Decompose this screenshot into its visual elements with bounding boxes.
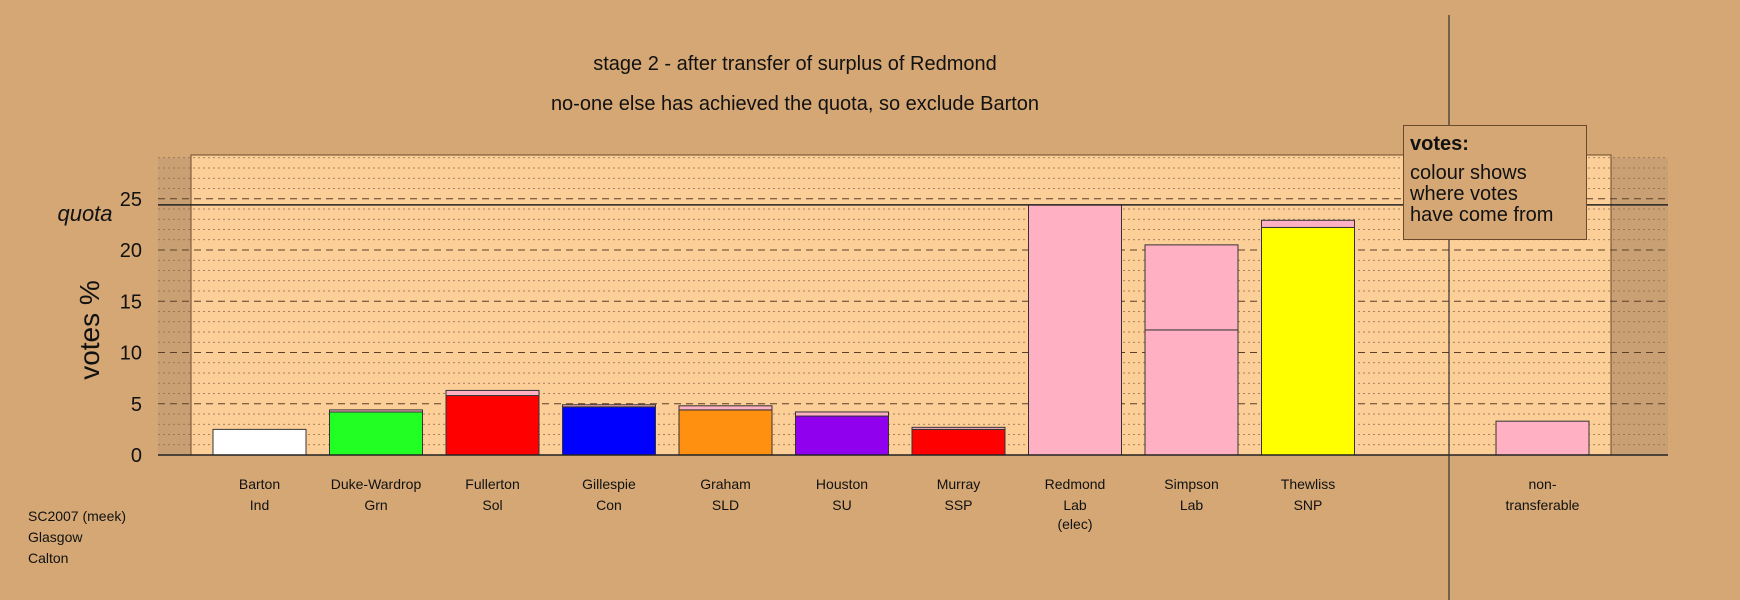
candidate-party-label: SNP (1294, 497, 1323, 513)
legend-line-3: have come from (1410, 204, 1554, 226)
footer-caption: SC2007 (meek) Glasgow Calton (28, 506, 126, 569)
bar-segment (795, 411, 889, 417)
bar-segment (911, 428, 1006, 456)
bar-segment (329, 411, 423, 456)
chart-title: stage 2 - after transfer of surplus of R… (593, 53, 997, 75)
y-tick-label: 25 (120, 189, 142, 211)
candidate-name-label: Barton (239, 476, 280, 492)
bar-nontransferable (1495, 420, 1590, 456)
bar-segment (795, 415, 889, 456)
bar-segment (1144, 329, 1239, 456)
legend-line-1: colour shows (1410, 162, 1527, 184)
y-tick-label: 0 (131, 445, 142, 467)
bar-segment (212, 428, 307, 456)
candidate-party-label: SLD (712, 497, 739, 513)
candidate-name-label: Gillespie (582, 476, 636, 492)
candidate-name-label: Duke-Wardrop (331, 476, 422, 492)
candidate-name-label: Houston (816, 476, 868, 492)
bar-segment (445, 389, 540, 397)
plot-margin-right (1611, 157, 1668, 455)
y-tick-label: 20 (120, 240, 142, 262)
bar-segment (1261, 219, 1355, 228)
candidate-name-label: Thewliss (1281, 476, 1335, 492)
candidate-party-label: Con (596, 497, 622, 513)
footer-line-2: Glasgow (28, 529, 83, 545)
candidate-party-label: Lab (1063, 497, 1087, 513)
bar-segment (562, 404, 656, 408)
bar-segment (911, 426, 1006, 430)
candidate-party-label: SSP (944, 497, 972, 513)
bar-segment (329, 409, 423, 413)
bar-segment (1144, 244, 1239, 331)
nontransferable-label-2: transferable (1506, 497, 1580, 513)
bar-segment (678, 409, 773, 456)
candidate-name-label: Redmond (1045, 476, 1106, 492)
y-tick-label: 10 (120, 343, 142, 365)
footer-line-3: Calton (28, 550, 69, 566)
legend-box: votes: colour shows where votes have com… (1403, 125, 1587, 240)
footer-line-1: SC2007 (meek) (28, 508, 127, 524)
bar-segment (1028, 204, 1122, 456)
candidate-party-label: SU (832, 497, 851, 513)
candidate-party-label: Ind (250, 497, 269, 513)
quota-label: quota (57, 201, 112, 226)
bar-segment (1261, 226, 1355, 456)
legend-line-2: where votes (1410, 183, 1518, 205)
candidate-party-label: Grn (364, 497, 387, 513)
legend-heading: votes: (1410, 133, 1469, 155)
candidate-name-label: Murray (937, 476, 981, 492)
bar-segment (678, 405, 773, 411)
candidate-party-label: Sol (482, 497, 502, 513)
candidate-name-label: Fullerton (465, 476, 519, 492)
candidate-note-label: (elec) (1057, 516, 1092, 532)
candidate-name-label: Simpson (1164, 476, 1218, 492)
y-tick-label: 5 (131, 394, 142, 416)
chart-subtitle: no-one else has achieved the quota, so e… (550, 93, 1040, 115)
nontransferable-label-1: non- (1528, 476, 1556, 492)
bar-segment (562, 406, 656, 456)
y-tick-label: 15 (120, 291, 142, 313)
candidate-name-label: Graham (700, 476, 751, 492)
y-axis-label: votes % (74, 280, 105, 380)
bar-segment (445, 395, 540, 456)
candidate-party-label: Lab (1180, 497, 1204, 513)
plot-margin-left (158, 157, 191, 455)
